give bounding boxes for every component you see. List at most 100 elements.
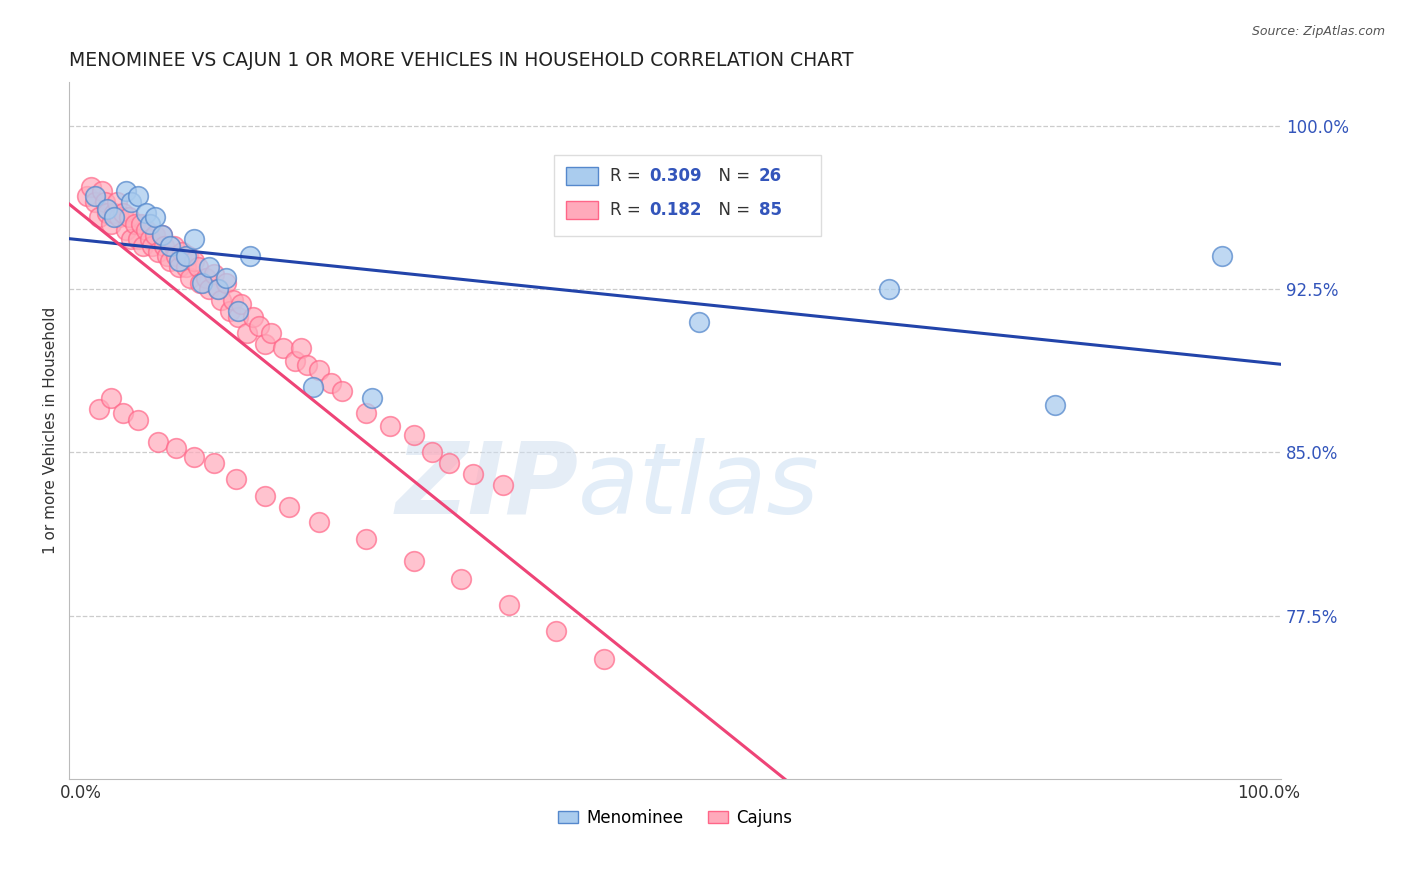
Point xyxy=(194,271,217,285)
Point xyxy=(498,598,520,612)
Point xyxy=(207,282,229,296)
Point xyxy=(156,250,179,264)
Point xyxy=(159,238,181,252)
Point xyxy=(111,206,134,220)
Point xyxy=(135,206,157,220)
Point xyxy=(127,413,149,427)
Point xyxy=(215,271,238,285)
Point xyxy=(172,245,194,260)
Point xyxy=(463,467,485,482)
Point xyxy=(191,276,214,290)
Point xyxy=(174,250,197,264)
Point xyxy=(226,310,249,325)
Point xyxy=(183,232,205,246)
Point xyxy=(301,380,323,394)
Point xyxy=(877,282,900,296)
Text: N =: N = xyxy=(707,168,755,186)
Point xyxy=(439,456,461,470)
Point xyxy=(332,384,354,399)
Point xyxy=(222,293,245,307)
Point xyxy=(278,500,301,514)
Point xyxy=(132,238,155,252)
Point xyxy=(87,211,110,225)
Point xyxy=(247,319,270,334)
Point xyxy=(120,232,142,246)
Point xyxy=(103,206,125,220)
Point xyxy=(127,188,149,202)
Point xyxy=(242,310,264,325)
Point xyxy=(165,250,187,264)
Point xyxy=(117,211,139,225)
FancyBboxPatch shape xyxy=(554,155,821,235)
Point xyxy=(87,401,110,416)
Text: 85: 85 xyxy=(759,201,782,219)
Point xyxy=(546,624,568,638)
Point xyxy=(225,471,247,485)
Point xyxy=(188,276,211,290)
Point xyxy=(143,227,166,242)
Point xyxy=(150,227,173,242)
Text: 0.309: 0.309 xyxy=(650,168,702,186)
Point xyxy=(139,217,162,231)
Point xyxy=(105,195,128,210)
Point xyxy=(159,253,181,268)
Point xyxy=(271,341,294,355)
Point xyxy=(295,359,318,373)
Point xyxy=(153,238,176,252)
Point xyxy=(308,362,330,376)
Point xyxy=(402,428,425,442)
Text: R =: R = xyxy=(610,201,645,219)
Point xyxy=(354,533,377,547)
Text: ZIP: ZIP xyxy=(395,438,578,535)
Point xyxy=(231,297,253,311)
Point xyxy=(254,336,277,351)
Point xyxy=(143,211,166,225)
Point xyxy=(179,271,201,285)
Point xyxy=(308,515,330,529)
Point xyxy=(186,260,208,275)
Point xyxy=(127,232,149,246)
Point xyxy=(120,195,142,210)
Point xyxy=(688,315,710,329)
Point xyxy=(236,326,259,340)
Point xyxy=(177,250,200,264)
Text: 26: 26 xyxy=(759,168,782,186)
Point xyxy=(148,434,170,449)
Point xyxy=(165,441,187,455)
Point xyxy=(226,304,249,318)
Point xyxy=(139,232,162,246)
Point xyxy=(76,188,98,202)
Text: 0.182: 0.182 xyxy=(650,201,702,219)
Text: atlas: atlas xyxy=(578,438,820,535)
Point xyxy=(108,211,131,225)
Point xyxy=(361,391,384,405)
Point xyxy=(100,217,122,231)
FancyBboxPatch shape xyxy=(567,168,598,186)
Point xyxy=(163,238,186,252)
Point xyxy=(141,238,163,252)
Point xyxy=(215,276,238,290)
Point xyxy=(207,282,229,296)
Point xyxy=(239,250,262,264)
Point xyxy=(254,489,277,503)
FancyBboxPatch shape xyxy=(567,201,598,219)
Point xyxy=(290,341,312,355)
Point xyxy=(124,217,146,231)
Point xyxy=(96,202,118,216)
Point xyxy=(174,260,197,275)
Point xyxy=(79,179,101,194)
Point xyxy=(284,354,307,368)
Point xyxy=(111,406,134,420)
Point xyxy=(319,376,342,390)
Point xyxy=(450,572,472,586)
Point xyxy=(202,267,225,281)
Point xyxy=(103,211,125,225)
Point xyxy=(183,253,205,268)
Point xyxy=(420,445,443,459)
Point xyxy=(378,419,401,434)
Point xyxy=(167,253,190,268)
Point xyxy=(402,554,425,568)
Point xyxy=(129,217,152,231)
Point xyxy=(592,652,614,666)
Legend: Menominee, Cajuns: Menominee, Cajuns xyxy=(551,802,799,833)
